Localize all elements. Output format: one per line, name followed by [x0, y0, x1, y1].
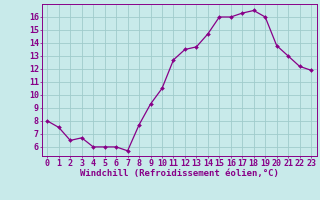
- X-axis label: Windchill (Refroidissement éolien,°C): Windchill (Refroidissement éolien,°C): [80, 169, 279, 178]
